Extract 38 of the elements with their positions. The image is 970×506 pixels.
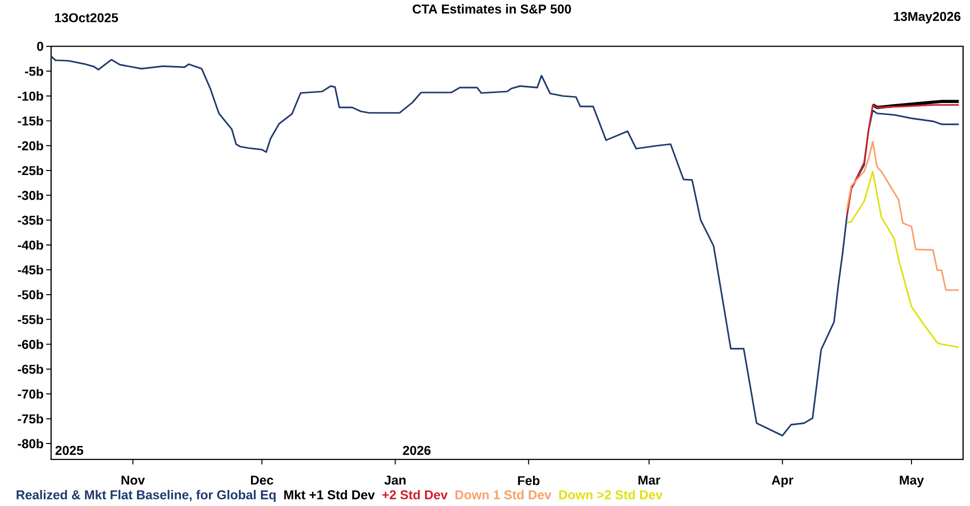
y-tick-label: -50b <box>18 290 44 300</box>
y-tick-label: -75b <box>18 414 44 424</box>
y-tick-label: -5b <box>24 66 44 76</box>
y-tick-label: -15b <box>18 116 44 126</box>
y-tick-label: -30b <box>18 190 44 200</box>
x-tick-label: Nov <box>122 476 145 485</box>
annotation: 2025 <box>55 446 84 456</box>
x-tick-label: May <box>900 476 924 488</box>
y-tick-label: -10b <box>18 91 44 101</box>
text: +2 Std Dev <box>382 490 448 500</box>
y-tick-label: -65b <box>18 364 44 374</box>
line-series <box>50 56 960 437</box>
y-tick-label: -55b <box>18 314 44 324</box>
y-tick-label: -25b <box>18 166 44 176</box>
x-tick-label: Feb <box>518 476 540 486</box>
line-series <box>846 140 960 292</box>
annotation: 2026 <box>402 446 431 456</box>
text: 13May2026 <box>894 12 960 24</box>
chart-title: CTA Estimates in S&P 500 <box>412 4 571 14</box>
y-tick-label: -20b <box>18 141 44 150</box>
text: Realized & Mkt Flat Baseline, for Global Eq <box>16 490 276 502</box>
y-tick-label: -35b <box>18 216 44 225</box>
text: Mkt +1 Std Dev <box>284 490 375 500</box>
y-tick-label: -80b <box>18 438 44 448</box>
line-series <box>846 104 960 217</box>
x-tick-label: Jan <box>384 476 406 485</box>
y-tick-label: 0 <box>37 42 44 51</box>
y-tick-label: -60b <box>18 340 44 350</box>
y-tick-label: -40b <box>18 240 44 250</box>
x-tick-label: Apr <box>772 476 794 488</box>
text: Down >2 Std Dev <box>559 490 663 500</box>
y-tick-label: -45b <box>18 265 44 275</box>
line-series <box>846 170 960 348</box>
text: Down 1 Std Dev <box>455 490 552 500</box>
y-tick-label: -70b <box>18 389 44 399</box>
x-tick-label: Mar <box>638 476 660 485</box>
x-tick-label: Dec <box>251 476 274 485</box>
text: 13Oct2025 <box>55 13 118 22</box>
